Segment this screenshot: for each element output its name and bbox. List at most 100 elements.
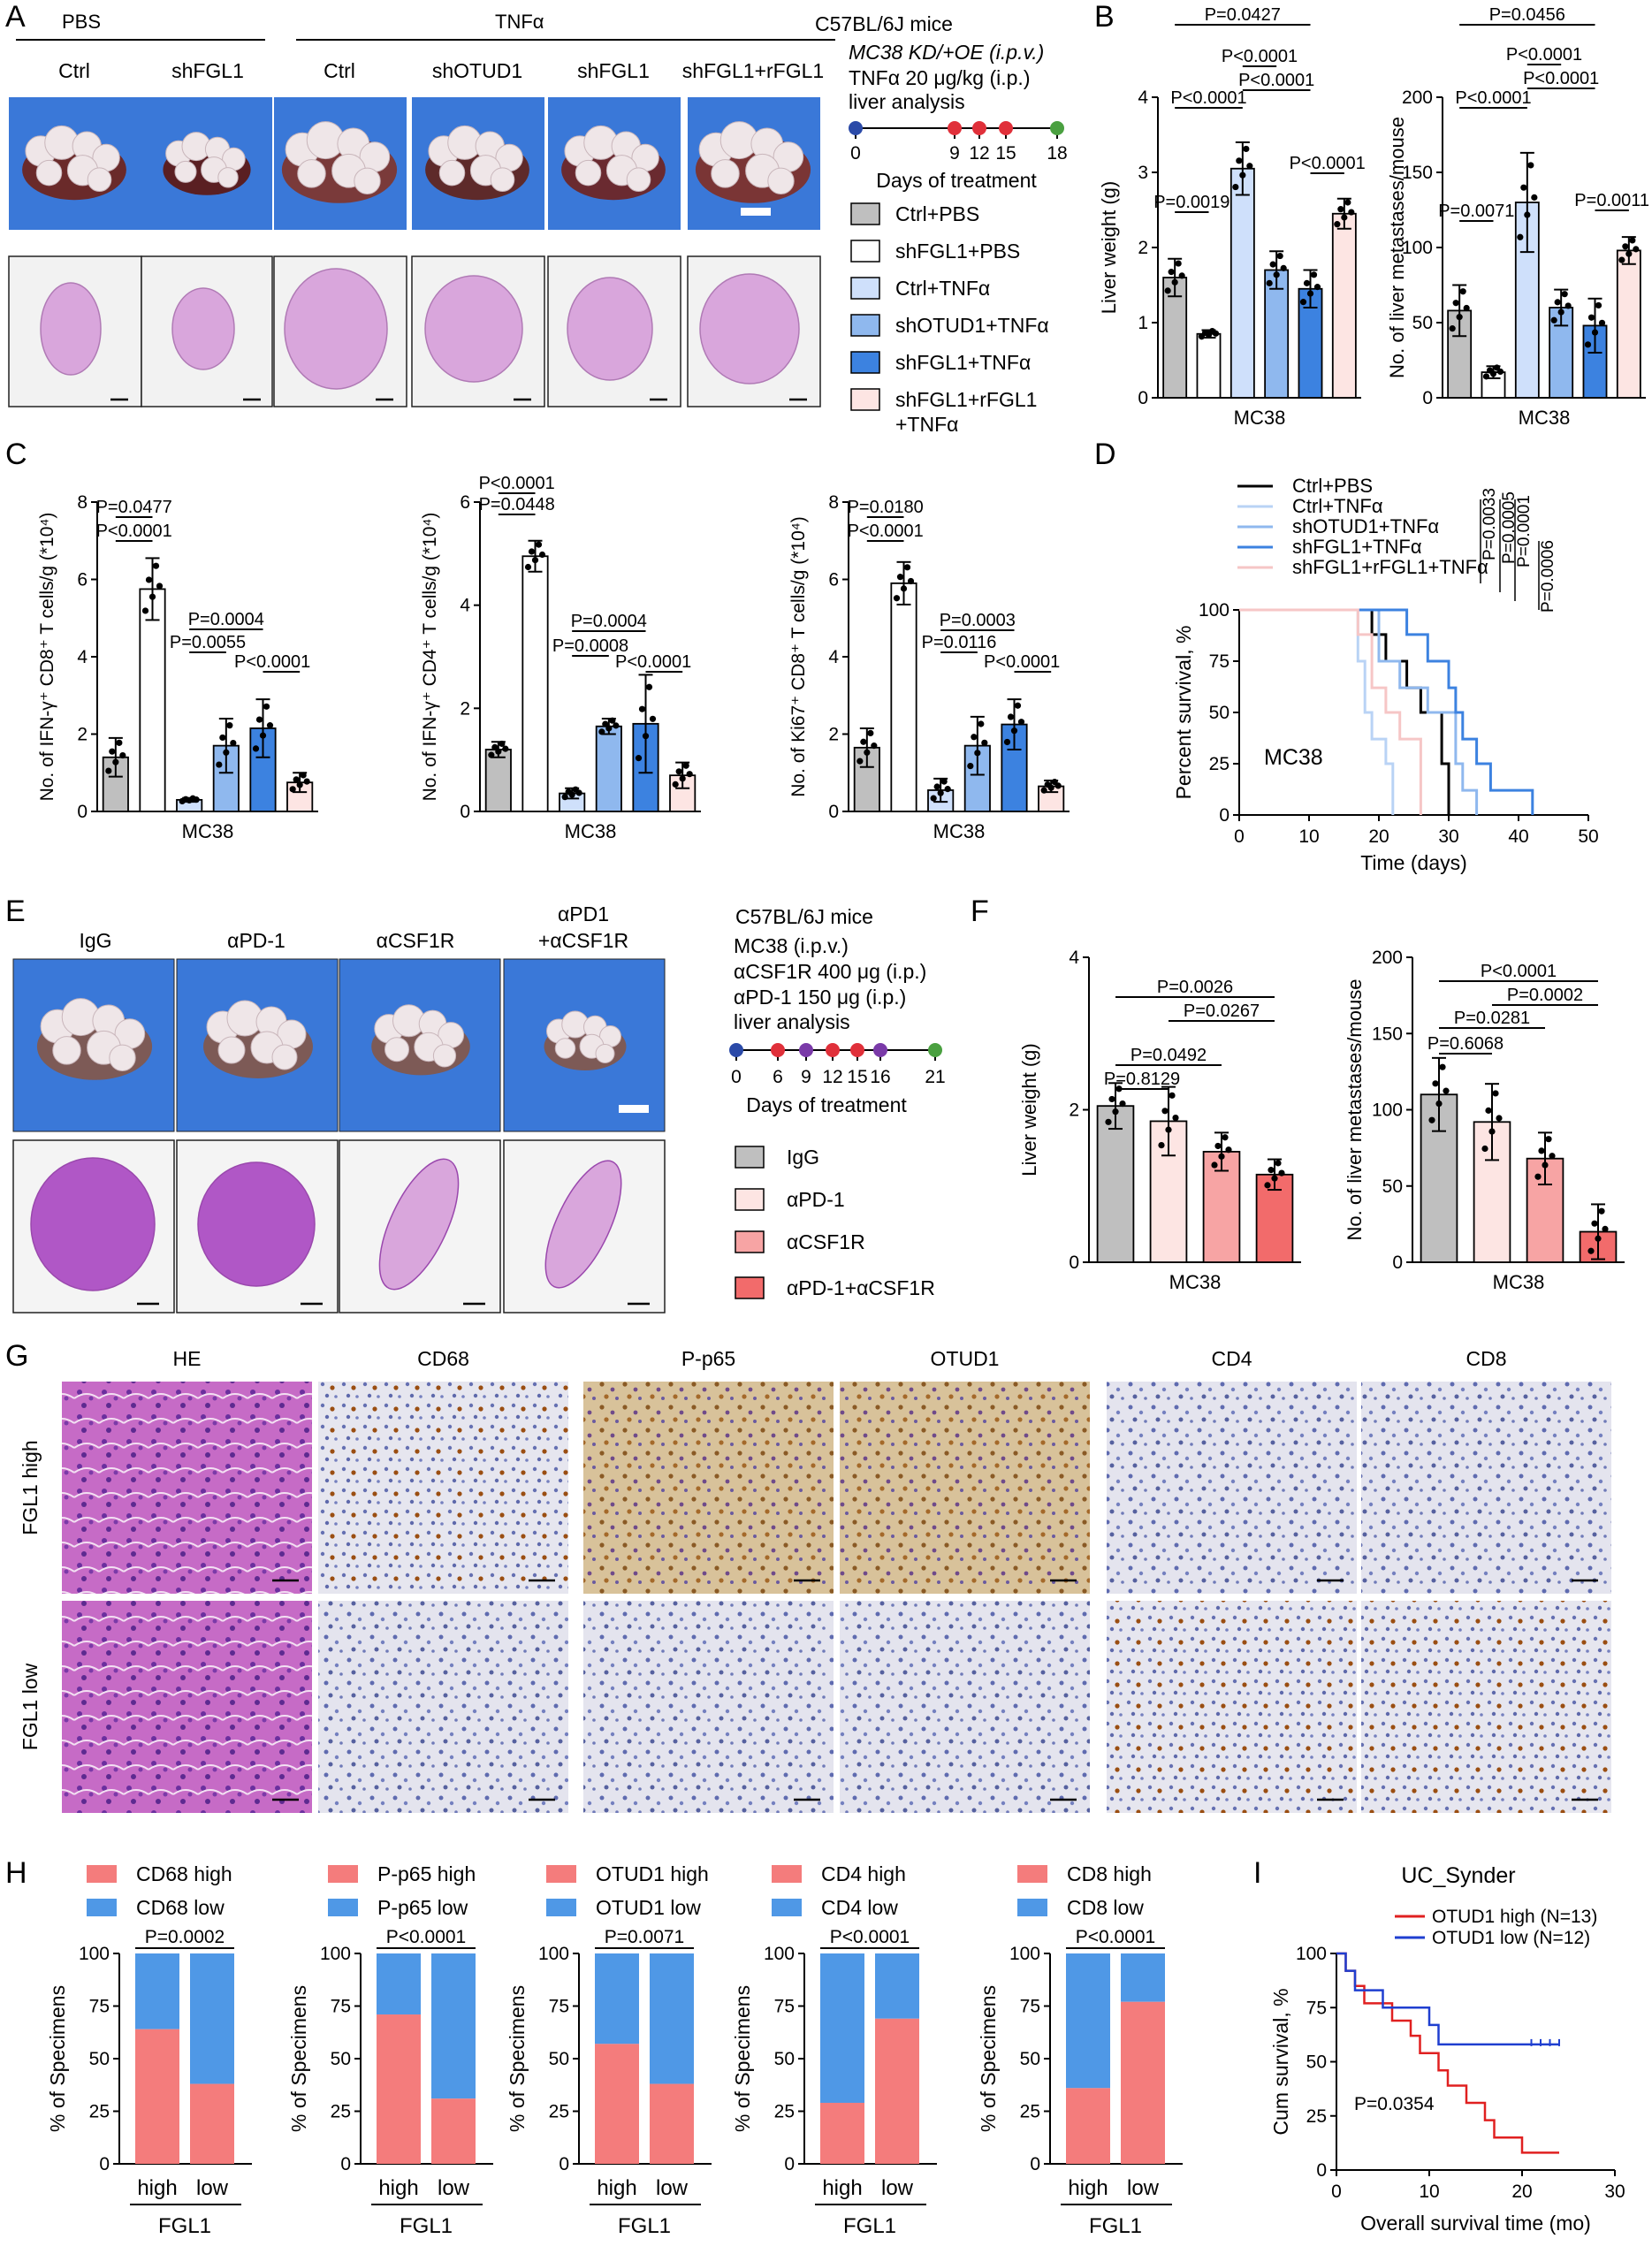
day-label: 18	[1047, 143, 1067, 164]
data-point	[528, 548, 536, 555]
data-point	[893, 595, 901, 602]
data-point	[602, 720, 609, 727]
legend-swatch-high	[328, 1865, 358, 1883]
day-label: 15	[995, 143, 1016, 164]
p-value-label: P=0.0005	[1500, 491, 1519, 564]
data-point	[1538, 1147, 1545, 1154]
data-point	[638, 705, 646, 712]
data-point	[1598, 319, 1606, 326]
treatment-4: liver analysis	[734, 1010, 850, 1033]
legend-label-low: CD68 low	[136, 1896, 225, 1919]
y-tick-label: 75	[1020, 1997, 1040, 2017]
tumor-nodule	[554, 1038, 576, 1059]
data-point	[502, 745, 509, 752]
data-point	[1276, 252, 1283, 260]
data-point	[1524, 211, 1531, 218]
data-point	[686, 771, 693, 778]
x-axis-label: MC38	[565, 820, 617, 842]
bar-high-segment	[135, 2029, 179, 2164]
survival-line	[1239, 608, 1534, 815]
y-tick-label: 100	[1372, 1100, 1403, 1121]
x-tick-label: 40	[1508, 826, 1528, 847]
y-tick-label: 4	[460, 596, 470, 616]
x-tick-label: high	[1068, 2176, 1108, 2200]
p-value-label: P<0.0001	[1222, 47, 1298, 66]
y-tick-label: 25	[1209, 754, 1229, 774]
data-point	[1158, 1142, 1165, 1149]
y-tick-label: 75	[774, 1997, 795, 2017]
tumor-nodule	[297, 159, 326, 188]
legend-label-low: P-p65 low	[377, 1896, 468, 1919]
data-point	[1271, 1175, 1278, 1182]
legend-swatch-low	[772, 1899, 802, 1916]
y-tick-label: 0	[559, 2154, 569, 2174]
data-point	[1047, 784, 1054, 791]
data-point	[300, 772, 307, 779]
data-point	[1168, 269, 1175, 276]
tumor-nodule	[595, 1044, 615, 1063]
legend-label: shFGL1+TNFα	[895, 351, 1031, 374]
data-point	[1214, 1142, 1222, 1150]
tumor-nodule	[354, 167, 381, 195]
liver-section	[30, 1157, 156, 1291]
column-label-combo-line2: +αCSF1R	[538, 929, 628, 952]
y-tick-label: 4	[1138, 88, 1148, 108]
data-point	[900, 585, 908, 592]
data-point	[1561, 291, 1568, 298]
ihc-image	[840, 1382, 1090, 1594]
legend-swatch-low	[328, 1899, 358, 1916]
panel-c-label: C	[5, 438, 27, 471]
y-axis-label: No. of IFN-γ⁺ CD8⁺ T cells/g (*10⁴)	[37, 513, 57, 802]
data-point	[649, 715, 657, 722]
chart-title: UC_Synder	[1401, 1863, 1515, 1888]
legend-swatch	[850, 351, 880, 374]
data-point	[1273, 271, 1280, 278]
data-point	[672, 781, 679, 788]
data-point	[1266, 279, 1273, 286]
data-point	[1306, 290, 1314, 297]
x-axis-label: MC38	[1493, 1271, 1545, 1293]
y-tick-label: 25	[331, 2102, 351, 2122]
y-tick-label: 150	[1402, 163, 1433, 183]
bar-low-segment	[820, 1953, 864, 2103]
data-point	[1007, 713, 1015, 720]
bar-low-segment	[1121, 1953, 1165, 2002]
y-tick-label: 50	[89, 2049, 110, 2069]
liver-weight-chart-f: 0 2 4 Liver weight (g) MC38 P=0.8129 P=0.0492 P…	[1018, 948, 1301, 1293]
data-point	[1014, 702, 1022, 709]
panel-a-label: A	[5, 0, 26, 34]
y-axis-label: % of Specimens	[506, 1985, 529, 2132]
panel-b: B 0 1 2 3 4 Liver weight (g) MC38 P=0.0019 P<0.0…	[1094, 0, 1649, 429]
x-tick-label: 0	[1234, 826, 1245, 847]
data-point	[1268, 1167, 1275, 1174]
liver-metastases-chart-f: 0 50 100 150 200 No. of liver metastases/mous…	[1344, 948, 1625, 1293]
p-value-label: P=0.0002	[145, 1927, 225, 1947]
y-tick-label: 0	[1069, 1253, 1079, 1273]
panel-e-schema: C57BL/6J mice MC38 (i.p.v.) αCSF1R 400 μg …	[729, 905, 946, 1299]
data-point	[1246, 163, 1253, 170]
data-point	[141, 607, 149, 614]
data-point	[252, 745, 260, 752]
data-point	[1459, 288, 1466, 295]
data-point	[531, 557, 539, 564]
liver-section	[544, 1160, 622, 1289]
data-point	[1531, 194, 1538, 201]
bar	[1229, 167, 1255, 399]
tumor-nodule	[432, 1044, 457, 1068]
data-point	[1598, 1207, 1605, 1215]
data-point	[1456, 314, 1463, 321]
tumor-nodule	[767, 167, 795, 195]
y-tick-label: 75	[1306, 1998, 1327, 2018]
bar-high-segment	[820, 2102, 864, 2164]
ihc-row-label-high: FGL1 high	[19, 1440, 42, 1534]
tumor-nodule	[217, 1036, 246, 1064]
y-tick-label: 75	[549, 1997, 569, 2017]
data-point	[642, 733, 650, 740]
legend-label-high: P-p65 high	[377, 1862, 476, 1885]
legend-swatch-high	[87, 1865, 117, 1883]
x-axis-label: FGL1	[843, 2214, 896, 2238]
p-value-label: P=0.0011	[1574, 191, 1649, 210]
day-label: 12	[822, 1067, 842, 1087]
p-value-label: P<0.0001	[1506, 45, 1582, 65]
